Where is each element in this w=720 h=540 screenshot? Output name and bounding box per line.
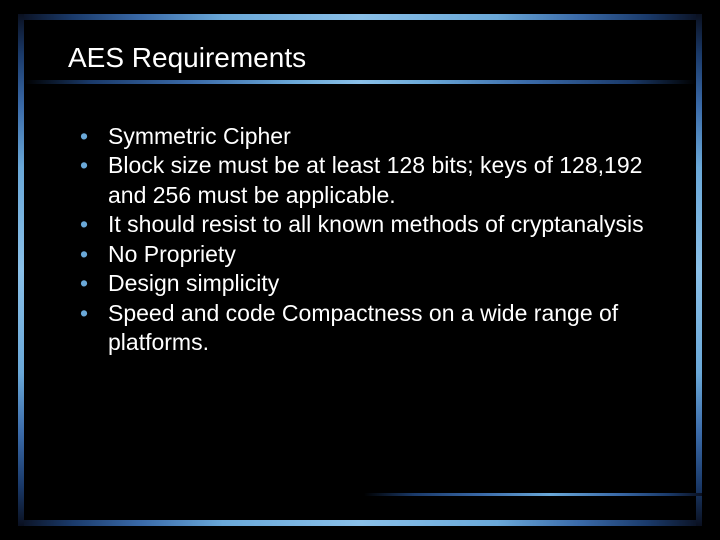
bullet-item: Design simplicity bbox=[80, 269, 652, 298]
frame-border-right bbox=[696, 14, 702, 526]
bullet-item: No Propriety bbox=[80, 240, 652, 269]
bullet-item: Symmetric Cipher bbox=[80, 122, 652, 151]
slide-title: AES Requirements bbox=[24, 20, 696, 80]
bullet-item: Speed and code Compactness on a wide ran… bbox=[80, 299, 652, 358]
bullet-item: It should resist to all known methods of… bbox=[80, 210, 652, 239]
slide-body: Symmetric Cipher Block size must be at l… bbox=[24, 84, 696, 358]
slide-frame: AES Requirements Symmetric Cipher Block … bbox=[18, 14, 702, 526]
slide-content: AES Requirements Symmetric Cipher Block … bbox=[24, 20, 696, 520]
bullet-list: Symmetric Cipher Block size must be at l… bbox=[80, 122, 652, 358]
footer-accent-line bbox=[364, 493, 702, 496]
frame-border-bottom bbox=[18, 520, 702, 526]
bullet-item: Block size must be at least 128 bits; ke… bbox=[80, 151, 652, 210]
